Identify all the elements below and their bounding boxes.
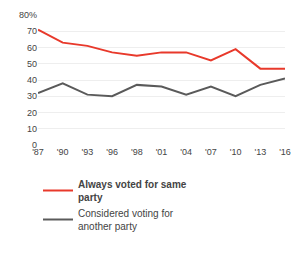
- svg-text:'04: '04: [180, 147, 192, 157]
- svg-text:30: 30: [27, 91, 37, 101]
- svg-text:50: 50: [27, 59, 37, 69]
- svg-text:60: 60: [27, 43, 37, 53]
- svg-text:Always voted for sameparty: Always voted for sameparty: [78, 179, 187, 203]
- svg-text:10: 10: [27, 124, 37, 134]
- svg-text:'90: '90: [57, 147, 69, 157]
- svg-text:80%: 80%: [19, 10, 37, 20]
- svg-text:20: 20: [27, 108, 37, 118]
- svg-text:70: 70: [27, 26, 37, 36]
- svg-text:'01: '01: [156, 147, 168, 157]
- svg-text:'93: '93: [82, 147, 94, 157]
- svg-text:'13: '13: [254, 147, 266, 157]
- svg-text:'87: '87: [32, 147, 44, 157]
- svg-text:'10: '10: [230, 147, 242, 157]
- svg-text:'16: '16: [279, 147, 291, 157]
- svg-text:40: 40: [27, 75, 37, 85]
- svg-text:Considered voting foranother p: Considered voting foranother party: [78, 208, 174, 232]
- svg-text:'07: '07: [205, 147, 217, 157]
- svg-text:'98: '98: [131, 147, 143, 157]
- svg-text:0: 0: [32, 140, 37, 150]
- svg-text:'96: '96: [106, 147, 118, 157]
